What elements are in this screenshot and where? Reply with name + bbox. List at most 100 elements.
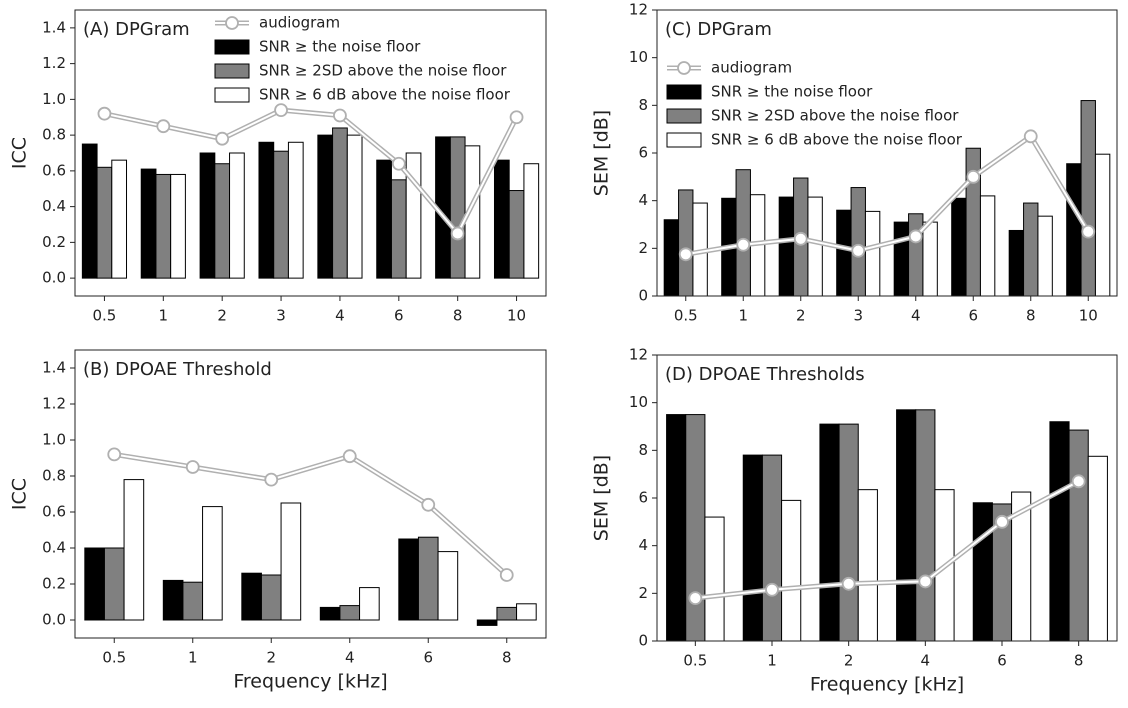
audiogram-line-core bbox=[685, 134, 1090, 256]
bar bbox=[915, 409, 936, 642]
bar bbox=[273, 150, 289, 279]
x-tick-label: 10 bbox=[1079, 307, 1098, 325]
bar bbox=[836, 209, 852, 297]
y-tick-label: 0.4 bbox=[42, 539, 66, 557]
legend-label: SNR ≥ the noise floor bbox=[259, 38, 421, 56]
x-tick-label: 2 bbox=[266, 649, 276, 667]
panel-title: (D) DPOAE Thresholds bbox=[665, 364, 865, 385]
bar bbox=[182, 581, 204, 621]
audiogram-marker bbox=[1081, 224, 1096, 239]
x-tick-label: 6 bbox=[394, 307, 404, 325]
x-tick-label: 0.5 bbox=[674, 307, 698, 325]
panel-title: (B) DPOAE Threshold bbox=[83, 359, 272, 380]
bar bbox=[496, 606, 518, 621]
x-tick-label: 1 bbox=[738, 307, 748, 325]
bar bbox=[96, 166, 113, 279]
x-tick-label: 10 bbox=[507, 307, 526, 325]
bar bbox=[229, 152, 245, 279]
x-tick-label: 4 bbox=[335, 307, 345, 325]
audiogram-marker bbox=[342, 449, 357, 464]
y-tick-label: 8 bbox=[638, 441, 648, 459]
x-tick-label: 1 bbox=[159, 307, 169, 325]
bar bbox=[280, 502, 302, 621]
bar bbox=[850, 187, 866, 297]
bar bbox=[893, 221, 910, 297]
bar bbox=[437, 551, 459, 621]
bar bbox=[508, 190, 525, 279]
audiogram-marker bbox=[736, 237, 751, 252]
bar bbox=[1066, 163, 1082, 297]
legend-label: SNR ≥ the noise floor bbox=[711, 83, 873, 101]
bar bbox=[1037, 215, 1053, 297]
audiogram-marker bbox=[391, 156, 406, 171]
axes-frame bbox=[74, 9, 547, 297]
bar bbox=[464, 145, 481, 279]
audiogram-marker bbox=[185, 460, 200, 474]
y-tick-label: 0.6 bbox=[42, 503, 66, 521]
audiogram-marker bbox=[499, 568, 514, 582]
y-tick-label: 1.4 bbox=[42, 18, 66, 36]
bar bbox=[332, 127, 348, 279]
bar bbox=[359, 587, 380, 621]
bar bbox=[1094, 153, 1111, 297]
bar bbox=[951, 197, 967, 297]
bar bbox=[339, 605, 361, 621]
bar bbox=[214, 163, 231, 279]
audiogram-marker bbox=[156, 119, 171, 134]
audiogram-marker bbox=[966, 169, 981, 184]
bar bbox=[1068, 429, 1089, 642]
bar bbox=[761, 454, 783, 642]
legend-label: SNR ≥ 6 dB above the noise floor bbox=[259, 86, 511, 104]
bar bbox=[523, 163, 540, 279]
legend-swatch bbox=[666, 108, 702, 124]
audiogram-marker bbox=[851, 243, 866, 258]
axes-frame bbox=[74, 349, 547, 639]
bar bbox=[346, 134, 363, 279]
y-tick-label: 8 bbox=[638, 96, 648, 114]
bar bbox=[678, 189, 694, 297]
bar bbox=[140, 168, 157, 279]
legend-swatch bbox=[666, 84, 702, 100]
legend-label: audiogram bbox=[259, 14, 340, 32]
bar bbox=[663, 219, 680, 297]
bar bbox=[241, 572, 262, 621]
x-tick-label: 2 bbox=[796, 307, 806, 325]
bar bbox=[1087, 455, 1108, 642]
bar bbox=[685, 414, 706, 642]
bar bbox=[819, 423, 840, 642]
x-tick-label: 6 bbox=[968, 307, 978, 325]
x-tick-label: 4 bbox=[345, 649, 355, 667]
bar bbox=[449, 136, 466, 279]
y-tick-label: 0.0 bbox=[42, 269, 66, 287]
x-tick-label: 3 bbox=[276, 307, 286, 325]
bar bbox=[155, 173, 172, 279]
audiogram-marker bbox=[841, 576, 856, 591]
y-tick-label: 1.0 bbox=[42, 431, 66, 449]
bar bbox=[972, 502, 993, 642]
bar bbox=[317, 134, 334, 279]
y-axis-label: SEM [dB] bbox=[591, 110, 613, 196]
bar bbox=[742, 454, 763, 642]
y-tick-label: 10 bbox=[629, 393, 648, 411]
audiogram-marker bbox=[1071, 474, 1086, 489]
legend-label: audiogram bbox=[711, 59, 792, 77]
bar bbox=[123, 479, 145, 621]
axes-frame bbox=[656, 354, 1118, 642]
bar bbox=[390, 179, 407, 279]
audiogram-line-core bbox=[695, 480, 1080, 600]
y-tick-label: 12 bbox=[629, 346, 648, 364]
bar bbox=[864, 210, 881, 297]
audiogram-marker bbox=[678, 247, 693, 262]
y-tick-label: 0.6 bbox=[42, 161, 66, 179]
y-tick-label: 0.0 bbox=[42, 611, 66, 629]
audiogram-line-core bbox=[114, 453, 508, 576]
x-axis-label: Frequency [kHz] bbox=[233, 671, 387, 693]
y-axis-label: ICC bbox=[9, 137, 31, 169]
y-tick-label: 6 bbox=[638, 144, 648, 162]
x-tick-label: 1 bbox=[188, 649, 198, 667]
y-tick-label: 1.4 bbox=[42, 359, 66, 377]
bar bbox=[258, 141, 275, 279]
y-axis-label: SEM [dB] bbox=[591, 455, 613, 541]
y-axis-label: ICC bbox=[9, 478, 31, 510]
